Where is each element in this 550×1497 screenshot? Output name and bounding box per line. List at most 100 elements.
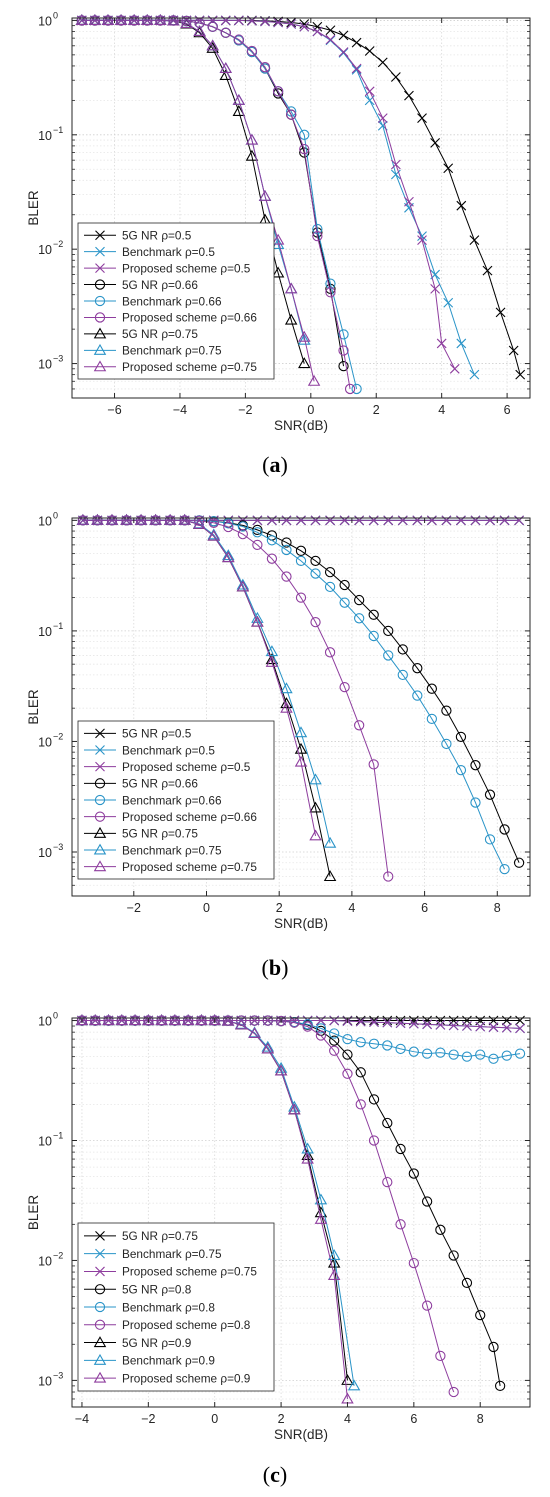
data-point xyxy=(441,705,452,716)
data-point xyxy=(339,681,350,693)
chart-panel-c: −4 −2 0 2 4 6 8 10 0 10 −1 10 −2 10 −3 SNR(dB) BLER 5G NR… xyxy=(0,1000,550,1497)
data-point xyxy=(281,571,292,582)
data-point xyxy=(342,1033,353,1045)
data-point xyxy=(281,515,292,526)
y-tick-exponent: −3 xyxy=(53,354,63,364)
legend-marker xyxy=(93,1353,107,1365)
data-point xyxy=(338,47,349,57)
data-point xyxy=(514,1048,526,1059)
data-point xyxy=(441,738,452,750)
data-point xyxy=(377,113,388,123)
data-point xyxy=(295,592,307,603)
data-point xyxy=(155,1014,168,1026)
legend-entry: Proposed scheme ρ=0.9 xyxy=(122,1371,250,1385)
data-point xyxy=(299,19,310,29)
legend-entry: Proposed scheme ρ=0.8 xyxy=(122,1318,251,1332)
data-point xyxy=(266,535,278,546)
data-point xyxy=(206,39,219,51)
data-point xyxy=(501,1022,512,1033)
data-point xyxy=(310,515,321,526)
data-point xyxy=(355,1037,366,1048)
y-tick-label: 10 xyxy=(38,846,52,860)
data-point xyxy=(368,1135,380,1146)
data-point xyxy=(248,1027,261,1039)
data-point xyxy=(426,683,438,694)
data-point xyxy=(251,615,264,627)
data-point xyxy=(421,1196,433,1207)
legend-entry: 5G NR ρ=0.5 xyxy=(122,229,192,243)
data-point xyxy=(294,726,308,738)
data-point xyxy=(252,524,263,536)
data-point xyxy=(475,1021,486,1032)
x-tick-label: 2 xyxy=(276,901,283,915)
data-point xyxy=(408,1168,419,1179)
data-point xyxy=(245,149,259,161)
data-point xyxy=(351,37,362,48)
legend-marker xyxy=(93,360,107,372)
data-point xyxy=(245,133,259,145)
data-point xyxy=(351,383,362,395)
data-point xyxy=(435,1350,446,1362)
data-point xyxy=(163,513,177,525)
data-point xyxy=(265,645,279,657)
data-point xyxy=(494,1380,506,1392)
data-point xyxy=(220,27,231,38)
data-point xyxy=(499,515,510,526)
data-point xyxy=(448,1386,459,1398)
legend-marker xyxy=(95,246,105,257)
data-point xyxy=(314,1212,328,1224)
legend-marker xyxy=(94,295,106,307)
data-point xyxy=(101,14,115,25)
data-point xyxy=(382,1017,393,1028)
data-point xyxy=(312,26,323,37)
data-point xyxy=(309,773,322,785)
series-line-8 xyxy=(82,519,317,836)
legend-entry: 5G NR ρ=0.66 xyxy=(122,278,198,292)
data-point xyxy=(482,265,493,276)
data-point xyxy=(272,86,284,97)
x-axis-label: SNR(dB) xyxy=(274,1427,328,1442)
data-point xyxy=(324,566,336,578)
data-point xyxy=(302,1021,313,1032)
legend-entry: Benchmark ρ=0.75 xyxy=(122,1247,222,1261)
data-point xyxy=(324,647,336,658)
data-point xyxy=(397,669,408,681)
data-point xyxy=(342,1049,353,1060)
data-point xyxy=(448,1049,459,1060)
data-point xyxy=(475,1049,486,1060)
legend-entry: Proposed scheme ρ=0.75 xyxy=(122,360,257,374)
data-point xyxy=(342,1068,353,1079)
data-point xyxy=(102,1014,115,1026)
data-point xyxy=(390,159,401,170)
caption-c: (c) xyxy=(262,1462,288,1487)
x-tick-label: 6 xyxy=(504,403,511,417)
legend-marker xyxy=(95,263,105,273)
x-tick-label: −6 xyxy=(107,403,121,417)
data-point xyxy=(383,515,394,526)
legend-marker xyxy=(94,1319,106,1330)
legend-entry: 5G NR ρ=0.5 xyxy=(122,727,192,741)
y-tick-label: 10 xyxy=(38,1254,52,1268)
legend: 5G NR ρ=0.75 Benchmark ρ=0.75 Proposed sch… xyxy=(77,1222,275,1392)
data-point xyxy=(222,551,235,563)
data-point xyxy=(475,1309,486,1321)
legend-marker xyxy=(95,761,105,772)
data-point xyxy=(436,338,447,349)
legend-marker xyxy=(93,843,107,855)
data-point xyxy=(323,836,337,848)
data-point xyxy=(288,1103,301,1115)
chart-panel-a: −6 −4 −2 0 2 4 6 10 0 10 −1 10 −2 10 −3 SNR(dB) BLER 5G N… xyxy=(0,0,550,490)
legend-entry: 5G NR ρ=0.9 xyxy=(122,1336,191,1350)
data-point xyxy=(232,105,246,116)
data-point xyxy=(484,834,496,845)
data-point xyxy=(274,1064,288,1076)
data-point xyxy=(134,513,148,525)
data-point xyxy=(435,1224,446,1235)
data-point xyxy=(404,90,414,101)
data-point xyxy=(470,515,481,526)
data-point xyxy=(223,521,234,533)
legend-entry: Proposed scheme ρ=0.5 xyxy=(122,261,251,275)
data-point xyxy=(435,1047,446,1058)
data-point xyxy=(252,527,263,538)
